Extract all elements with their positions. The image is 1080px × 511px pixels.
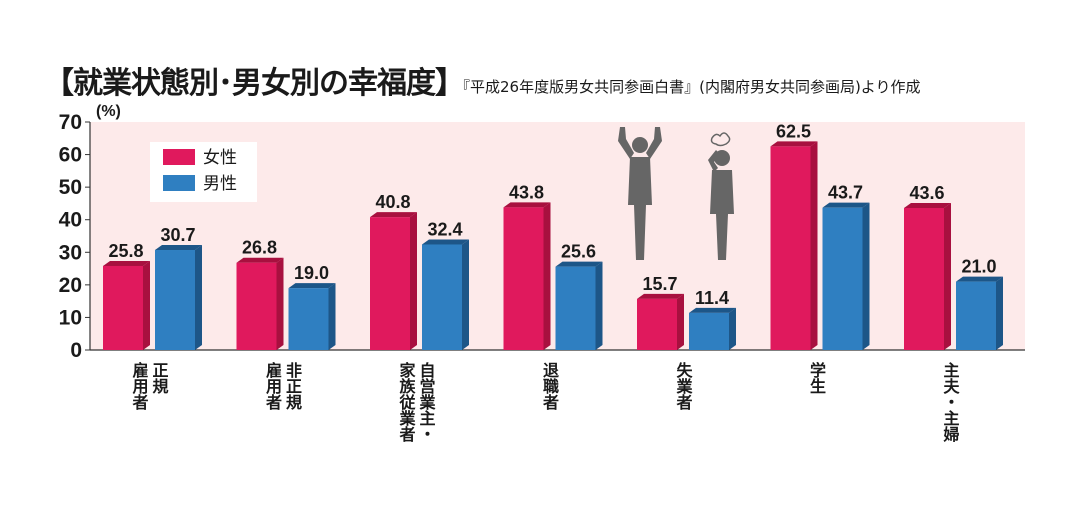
chart-title: 【就業状態別･男女別の幸福度】	[44, 66, 465, 101]
source-note: 『平成26年度版男女共同参画白書』(内閣府男女共同参画局)より作成	[455, 78, 921, 96]
bar-top	[689, 307, 736, 313]
bar-female	[637, 293, 684, 350]
bar-female	[370, 212, 417, 350]
x-category-label: 家族従業者	[397, 361, 417, 443]
bar-top	[370, 212, 417, 218]
legend-label: 男性	[203, 174, 237, 194]
bar-side	[862, 202, 870, 350]
y-tick-label: 70	[59, 111, 82, 134]
bar-top	[555, 261, 603, 267]
y-axis-unit-label: (%)	[96, 103, 121, 120]
bar-side	[143, 260, 150, 350]
bar-side	[328, 283, 336, 350]
data-label: 43.6	[909, 183, 944, 203]
bar-front	[288, 288, 329, 350]
bar-side	[996, 276, 1003, 350]
bar-side	[944, 202, 951, 350]
bar-side	[729, 307, 736, 350]
cheering-man-icon	[618, 127, 662, 260]
bar-top	[288, 283, 336, 289]
bar-top	[236, 257, 284, 263]
bar-female	[503, 202, 551, 350]
bar-top	[904, 202, 951, 208]
x-category-label: 自営業主・	[417, 361, 437, 442]
bar-front	[370, 217, 410, 350]
bar-side	[195, 245, 202, 350]
bar-front	[770, 146, 811, 350]
x-category-label: 非正規	[283, 361, 302, 410]
bar-side	[595, 261, 603, 350]
y-tick-label: 20	[59, 274, 82, 297]
bar-front	[956, 281, 996, 350]
data-label: 25.6	[561, 242, 596, 262]
bar-front	[637, 298, 677, 350]
bar-top	[422, 239, 469, 245]
data-label: 19.0	[294, 263, 329, 283]
legend-label: 女性	[203, 148, 237, 168]
x-category-label: 正規	[150, 362, 169, 394]
bar-front	[155, 250, 195, 350]
bar-male	[422, 239, 469, 350]
troubled-man-icon	[708, 132, 734, 260]
data-label: 26.8	[242, 238, 277, 258]
data-label: 21.0	[961, 257, 996, 277]
legend-swatch	[163, 149, 195, 165]
data-label: 43.7	[828, 183, 863, 203]
bar-female	[770, 141, 818, 350]
bar-front	[236, 262, 277, 350]
bar-front	[822, 207, 863, 350]
y-tick-label: 60	[59, 144, 82, 167]
bar-male	[155, 245, 202, 350]
bar-side	[410, 212, 417, 350]
bar-male	[956, 276, 1003, 350]
bar-front	[503, 207, 544, 350]
bar-front	[103, 265, 143, 350]
y-tick-label: 10	[59, 306, 82, 329]
data-label: 40.8	[375, 192, 410, 212]
data-label: 25.8	[108, 241, 143, 261]
data-label: 62.5	[776, 121, 811, 141]
x-category-label: 学生	[807, 361, 826, 394]
bar-side	[677, 293, 684, 350]
bar-side	[462, 239, 469, 350]
x-category-label: 失業者	[674, 361, 694, 411]
y-tick-label: 50	[59, 176, 82, 199]
bar-side	[810, 141, 818, 350]
bar-female	[236, 257, 284, 350]
y-tick-label: 0	[70, 339, 82, 362]
data-label: 11.4	[695, 288, 729, 308]
bar-female	[103, 260, 150, 350]
bar-front	[904, 207, 944, 350]
data-label: 32.4	[427, 219, 462, 239]
x-category-label: 主夫・主婦	[941, 361, 961, 443]
bar-male	[822, 202, 870, 350]
bar-female	[904, 202, 951, 350]
bar-front	[422, 244, 462, 350]
bar-male	[288, 283, 336, 350]
bar-male	[689, 307, 736, 350]
x-category-label: 雇用者	[130, 361, 150, 411]
y-tick-label: 30	[59, 241, 82, 264]
x-category-label: 雇用者	[263, 361, 283, 411]
bar-front	[689, 312, 729, 350]
bar-top	[103, 260, 150, 266]
bar-top	[637, 293, 684, 299]
data-label: 15.7	[642, 274, 677, 294]
bar-male	[555, 261, 603, 350]
bar-side	[543, 202, 551, 350]
data-label: 43.8	[509, 182, 544, 202]
y-tick-label: 40	[59, 209, 82, 232]
bar-top	[503, 202, 551, 208]
bar-front	[555, 266, 596, 350]
bar-top	[822, 202, 870, 208]
bar-side	[276, 257, 284, 350]
bar-top	[770, 141, 818, 147]
data-label: 30.7	[160, 225, 195, 245]
bar-top	[956, 276, 1003, 282]
x-category-label: 退職者	[540, 362, 560, 411]
legend-swatch	[163, 175, 195, 191]
bar-top	[155, 245, 202, 251]
